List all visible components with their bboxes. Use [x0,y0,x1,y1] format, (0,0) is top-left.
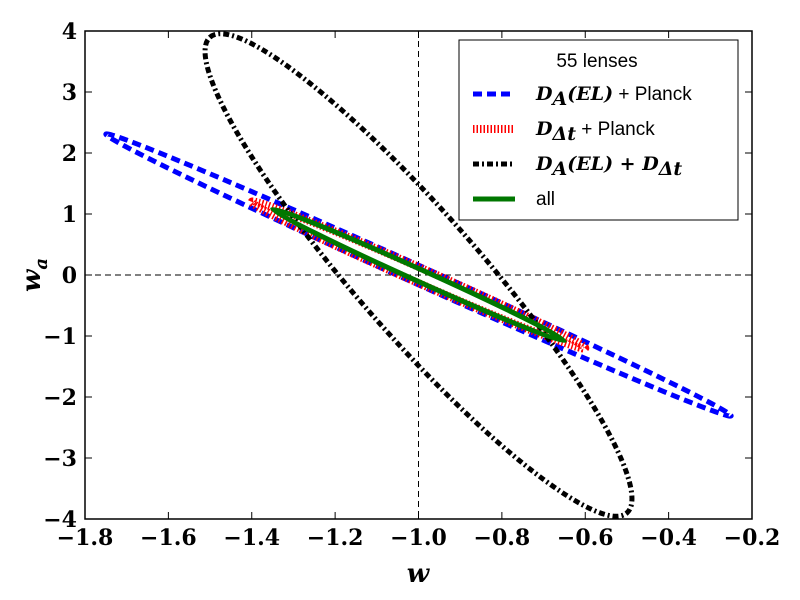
legend-label-da-planck-math: D [535,83,553,105]
x-tick-label: −1.0 [390,525,447,551]
legend: 55 lenses DA(EL) + Planck DΔt + Planck D… [458,39,739,221]
legend-label-da-planck-rest: (EL) [567,83,613,105]
x-tick-label: −1.4 [223,525,280,551]
legend-label-ddt-planck: DΔt + Planck [535,118,655,145]
y-axis-label-subscript: a [31,258,52,270]
x-tick-label: −0.6 [557,525,614,551]
legend-label-ddt-planck-math: D [535,118,553,140]
y-tick-label: −2 [43,385,77,411]
legend-label-all: all [536,189,555,210]
legend-label-da-ddt-rest: (EL) + D [567,153,659,175]
y-tick-label: −3 [43,446,77,472]
y-tick-label: 4 [62,19,77,45]
x-tick-label: −0.4 [640,525,697,551]
legend-label-da-ddt-math: D [535,153,553,175]
y-tick-label: −1 [43,324,77,350]
legend-label-da-planck-sub: A [550,88,567,110]
legend-label-ddt-planck-sub: Δt [551,123,576,145]
y-tick-label: 0 [62,263,77,289]
x-tick-label: −1.6 [140,525,197,551]
x-axis-label: w [407,559,431,589]
legend-title: 55 lenses [556,51,637,72]
y-tick-label: 1 [62,202,77,228]
y-tick-label: −4 [43,507,77,533]
x-tick-label: −1.2 [307,525,364,551]
legend-label-da-ddt-sub2: Δt [658,158,683,180]
x-tick-label: −1.8 [57,525,114,551]
y-tick-label: 2 [62,141,77,167]
x-tick-label: −0.8 [474,525,531,551]
legend-label-ddt-planck-text: + Planck [576,119,655,140]
y-axis-label: wa [17,258,52,292]
legend-label-da-ddt-sub: A [550,158,567,180]
contour-da-el-d-t [202,31,635,519]
legend-label-da-ddt: DA(EL) + DΔt [535,153,682,180]
legend-label-da-planck: DA(EL) + Planck [535,83,692,110]
contour-all [270,206,567,344]
y-axis-label-main: w [17,268,47,292]
y-tick-label: 3 [62,80,77,106]
x-tick-label: −0.2 [724,525,781,551]
legend-label-da-planck-text: + Planck [613,84,692,105]
